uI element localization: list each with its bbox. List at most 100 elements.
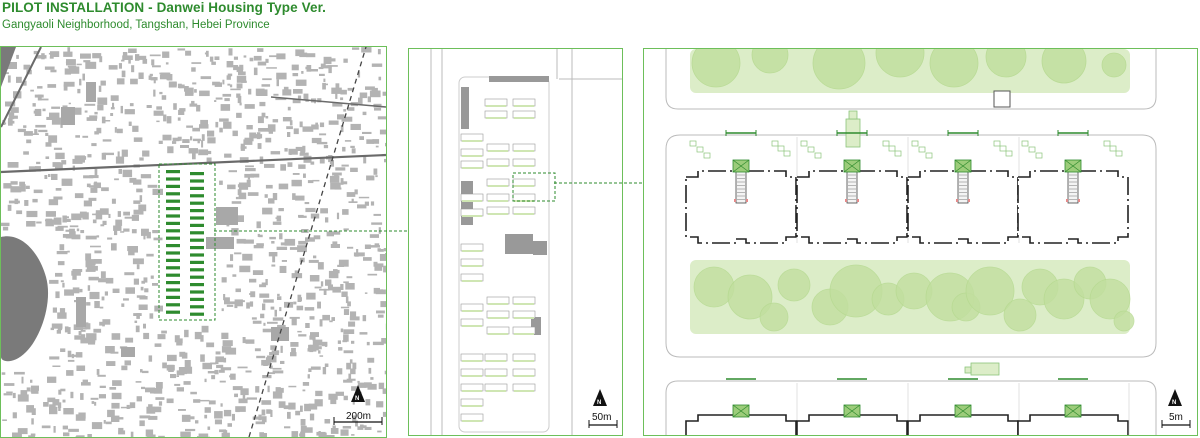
housing-bar xyxy=(487,327,509,334)
building xyxy=(230,254,233,261)
building xyxy=(143,235,145,240)
building xyxy=(26,221,35,227)
building xyxy=(325,419,331,424)
building xyxy=(277,216,282,222)
housing-bar xyxy=(461,414,483,421)
building xyxy=(340,97,343,100)
building xyxy=(110,113,113,116)
building xyxy=(360,332,368,335)
building xyxy=(134,137,143,142)
building xyxy=(338,340,341,344)
building xyxy=(68,360,75,362)
stair-core xyxy=(847,169,857,203)
building xyxy=(299,53,307,58)
building xyxy=(113,226,121,231)
building xyxy=(68,66,77,68)
building xyxy=(21,390,28,395)
building xyxy=(313,256,316,259)
building xyxy=(286,126,293,129)
building xyxy=(246,125,252,129)
building xyxy=(84,201,92,207)
building xyxy=(23,125,26,128)
building xyxy=(216,351,221,354)
building xyxy=(178,48,186,50)
building xyxy=(86,269,96,272)
building xyxy=(207,158,212,163)
building xyxy=(90,188,97,193)
building xyxy=(44,175,47,179)
building xyxy=(43,109,46,112)
housing-bar xyxy=(190,276,204,279)
building xyxy=(50,51,59,57)
building xyxy=(167,116,172,123)
building xyxy=(102,117,106,124)
building xyxy=(191,67,196,71)
building xyxy=(77,89,80,93)
building xyxy=(139,73,144,80)
building xyxy=(319,67,324,69)
building xyxy=(232,414,235,421)
building xyxy=(125,338,133,343)
green-edge xyxy=(488,213,508,215)
building xyxy=(320,208,328,213)
building xyxy=(167,355,177,361)
door-mark xyxy=(734,199,736,202)
building xyxy=(307,65,312,72)
building xyxy=(209,400,216,404)
building xyxy=(201,76,212,79)
building xyxy=(310,275,320,282)
building xyxy=(87,154,91,157)
building xyxy=(2,372,6,375)
building xyxy=(383,92,386,96)
building xyxy=(76,436,80,437)
building xyxy=(10,107,18,113)
building xyxy=(19,182,25,187)
building xyxy=(57,312,66,318)
building xyxy=(141,387,145,389)
building xyxy=(379,227,381,234)
building xyxy=(342,147,345,152)
building xyxy=(223,122,231,129)
building xyxy=(182,353,188,359)
building xyxy=(93,220,97,224)
building xyxy=(103,153,114,155)
housing-bar xyxy=(166,244,180,247)
building xyxy=(312,180,319,182)
building xyxy=(58,328,62,330)
building xyxy=(92,401,95,404)
housing-bar xyxy=(485,384,507,391)
building xyxy=(266,116,269,119)
building xyxy=(283,117,292,121)
housing-bar xyxy=(190,261,204,264)
building xyxy=(106,361,115,366)
building xyxy=(53,162,61,167)
building xyxy=(169,82,177,88)
building xyxy=(64,82,75,87)
building xyxy=(69,103,71,105)
building xyxy=(360,425,364,428)
building xyxy=(316,346,322,349)
building xyxy=(290,317,300,319)
building xyxy=(76,328,87,330)
tree-canopy xyxy=(760,303,788,331)
building xyxy=(18,428,28,434)
building xyxy=(55,291,59,298)
green-edge xyxy=(462,360,482,362)
building xyxy=(343,380,352,383)
housing-bar xyxy=(166,296,180,299)
building xyxy=(210,57,213,62)
housing-bar xyxy=(166,192,180,195)
building xyxy=(236,197,239,199)
building xyxy=(317,302,321,309)
green-edge xyxy=(462,250,482,252)
building xyxy=(269,237,276,239)
building xyxy=(154,238,163,241)
housing-bar xyxy=(513,297,535,304)
building xyxy=(152,65,161,67)
building xyxy=(131,65,134,72)
building xyxy=(340,90,347,95)
housing-bar xyxy=(166,207,180,210)
green-edge xyxy=(462,310,482,312)
building xyxy=(230,84,232,87)
building xyxy=(189,148,198,153)
